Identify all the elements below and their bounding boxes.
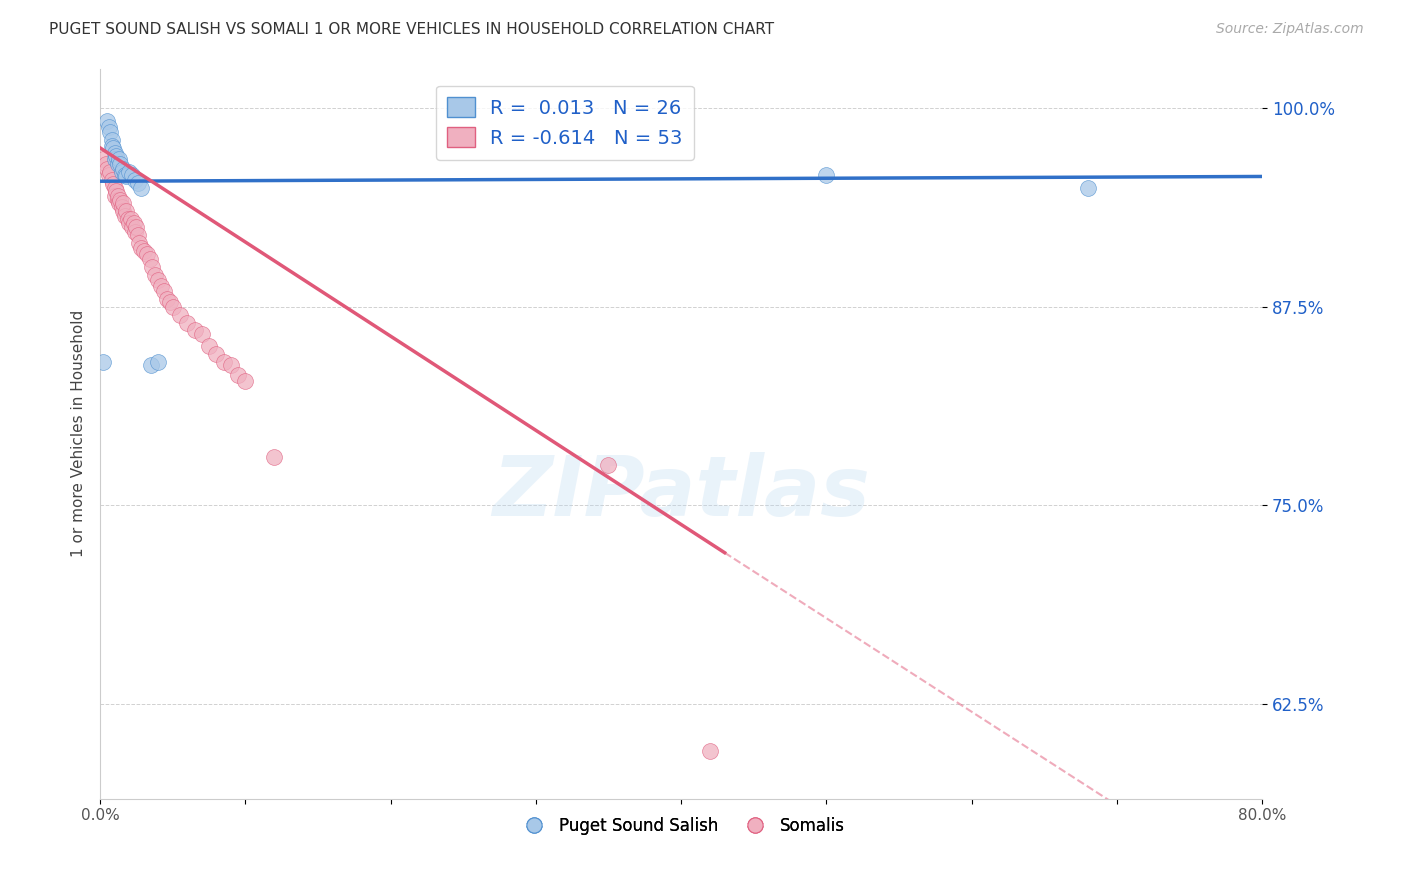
- Point: [100, 133, 122, 147]
- Point: [112, 196, 135, 211]
- Point: [127, 228, 149, 243]
- Point: [117, 212, 139, 227]
- Point: [103, 178, 125, 192]
- Text: ZIPatlas: ZIPatlas: [492, 451, 870, 533]
- Point: [111, 200, 134, 214]
- Point: [91, 152, 114, 166]
- Point: [104, 145, 127, 160]
- Text: Source: ZipAtlas.com: Source: ZipAtlas.com: [1216, 22, 1364, 37]
- Point: [114, 209, 136, 223]
- Point: [108, 152, 131, 166]
- Point: [108, 196, 131, 211]
- Point: [124, 225, 146, 239]
- Point: [104, 180, 127, 194]
- Point: [114, 168, 136, 182]
- Point: [96, 161, 118, 176]
- Point: [263, 450, 285, 465]
- Point: [219, 359, 242, 373]
- Point: [198, 339, 221, 353]
- Point: [97, 168, 120, 182]
- Legend: Puget Sound Salish, Somalis: Puget Sound Salish, Somalis: [510, 810, 852, 841]
- Point: [176, 316, 198, 330]
- Point: [128, 236, 150, 251]
- Point: [107, 157, 129, 171]
- Point: [699, 744, 721, 758]
- Point: [115, 204, 138, 219]
- Point: [205, 347, 228, 361]
- Point: [135, 247, 157, 261]
- Point: [129, 241, 152, 255]
- Point: [125, 220, 148, 235]
- Point: [118, 164, 141, 178]
- Point: [162, 300, 184, 314]
- Point: [150, 279, 173, 293]
- Text: PUGET SOUND SALISH VS SOMALI 1 OR MORE VEHICLES IN HOUSEHOLD CORRELATION CHART: PUGET SOUND SALISH VS SOMALI 1 OR MORE V…: [49, 22, 775, 37]
- Point: [104, 188, 127, 202]
- Point: [105, 149, 128, 163]
- Point: [105, 184, 128, 198]
- Point: [129, 180, 152, 194]
- Point: [159, 294, 181, 309]
- Point: [120, 212, 142, 227]
- Point: [112, 161, 135, 176]
- Point: [91, 355, 114, 369]
- Point: [138, 252, 160, 266]
- Point: [132, 244, 155, 258]
- Point: [98, 125, 121, 139]
- Point: [100, 139, 122, 153]
- Point: [115, 169, 138, 184]
- Point: [139, 359, 162, 373]
- Point: [148, 355, 170, 369]
- Point: [98, 164, 121, 178]
- Point: [1077, 180, 1099, 194]
- Point: [110, 194, 132, 208]
- Point: [143, 268, 166, 282]
- Point: [96, 114, 118, 128]
- Point: [191, 326, 214, 341]
- Point: [183, 323, 205, 337]
- Point: [103, 141, 125, 155]
- Point: [148, 273, 170, 287]
- Point: [212, 355, 235, 369]
- Point: [156, 292, 179, 306]
- Point: [122, 215, 145, 229]
- Point: [118, 215, 141, 229]
- Point: [97, 120, 120, 135]
- Point: [121, 168, 143, 182]
- Point: [121, 220, 143, 235]
- Point: [110, 157, 132, 171]
- Point: [235, 374, 257, 388]
- Y-axis label: 1 or more Vehicles in Household: 1 or more Vehicles in Household: [72, 310, 86, 558]
- Point: [111, 164, 134, 178]
- Point: [104, 152, 127, 166]
- Point: [94, 157, 117, 171]
- Point: [226, 368, 249, 382]
- Point: [127, 176, 149, 190]
- Point: [153, 284, 176, 298]
- Point: [598, 458, 620, 473]
- Point: [815, 168, 838, 182]
- Point: [107, 188, 129, 202]
- Point: [107, 194, 129, 208]
- Point: [169, 308, 191, 322]
- Point: [124, 172, 146, 186]
- Point: [112, 204, 135, 219]
- Point: [100, 172, 122, 186]
- Point: [141, 260, 163, 274]
